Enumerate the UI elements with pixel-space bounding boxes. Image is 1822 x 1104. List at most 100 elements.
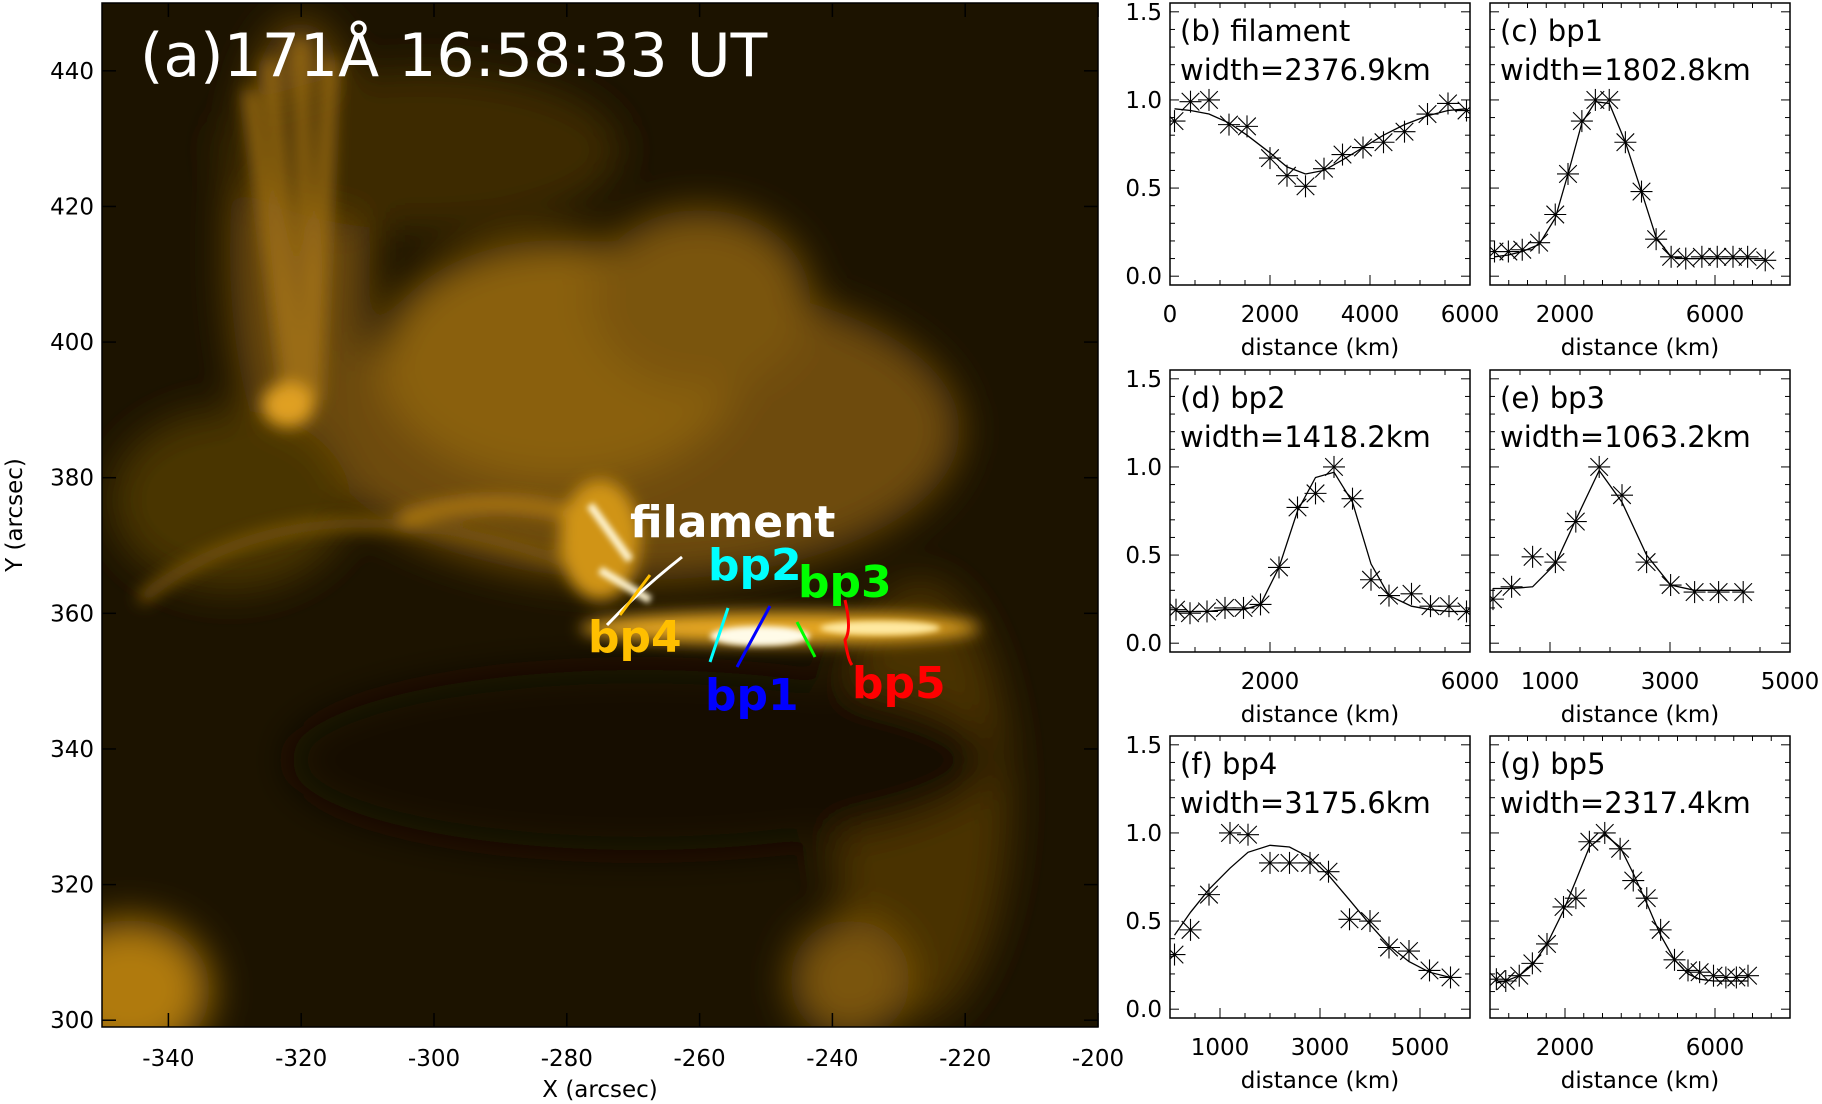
x-axis-label: distance (km) bbox=[1561, 1068, 1719, 1094]
y-tick-label: 0.0 bbox=[1125, 631, 1162, 657]
observed-point bbox=[1677, 959, 1699, 982]
y-tick-label: 0.5 bbox=[1125, 176, 1162, 202]
x-tick-label: 6000 bbox=[1686, 302, 1745, 328]
observed-point bbox=[1419, 595, 1442, 618]
observed-point bbox=[1557, 162, 1579, 185]
observed-point bbox=[1521, 952, 1544, 975]
plot-frame bbox=[1489, 369, 1791, 653]
observed-point bbox=[1378, 584, 1400, 607]
observed-point bbox=[1588, 455, 1611, 478]
observed-point bbox=[1196, 600, 1218, 623]
profile-panel-1: 0.0 0.5 1.0 1.5 0 2000 4000 6000 distance (km) (b… bbox=[1125, 0, 1499, 361]
y-tick-label: 300 bbox=[50, 1008, 94, 1034]
x-tick-label: -200 bbox=[1072, 1046, 1124, 1072]
y-tick-label: 0.5 bbox=[1125, 909, 1162, 935]
y-tick-label: 1.0 bbox=[1125, 821, 1162, 847]
observed-point bbox=[1702, 964, 1725, 987]
image-title: (a)171Å 16:58:33 UT bbox=[140, 20, 768, 91]
plot-frame bbox=[1489, 2, 1791, 286]
observed-point bbox=[1299, 851, 1321, 874]
observed-point bbox=[1544, 203, 1567, 226]
observed-point bbox=[1490, 588, 1504, 611]
y-tick-label: 1.5 bbox=[1125, 0, 1162, 26]
observed-point bbox=[1754, 249, 1777, 272]
observed-point bbox=[1663, 948, 1686, 971]
solar-image bbox=[102, 3, 1098, 1027]
observed-point bbox=[1552, 895, 1575, 918]
fit-curve bbox=[1493, 469, 1744, 591]
plot-frame bbox=[1169, 2, 1471, 286]
fit-curve bbox=[1176, 471, 1467, 613]
y-tick-label: 440 bbox=[50, 59, 94, 85]
observed-point bbox=[1455, 99, 1470, 122]
observed-point bbox=[1690, 245, 1713, 268]
observed-point bbox=[1438, 595, 1460, 618]
x-axis-label: distance (km) bbox=[1561, 702, 1719, 728]
x-tick-label: 2000 bbox=[1536, 1035, 1595, 1061]
panel-width-annotation: width=1418.2km bbox=[1180, 420, 1431, 454]
observed-point bbox=[1360, 568, 1382, 591]
observed-point bbox=[1232, 596, 1255, 619]
label-bp3: bp3 bbox=[798, 557, 892, 608]
observed-point bbox=[1323, 455, 1345, 478]
x-tick-label: 2000 bbox=[1536, 302, 1595, 328]
observed-point bbox=[1598, 88, 1621, 111]
observed-point bbox=[1294, 175, 1317, 198]
observed-point bbox=[1304, 482, 1327, 505]
panel-title: (d) bp2 bbox=[1180, 381, 1286, 415]
x-tick-label: 3000 bbox=[1291, 1035, 1350, 1061]
observed-point bbox=[1521, 545, 1544, 568]
y-tick-label: 320 bbox=[50, 873, 94, 899]
label-bp5: bp5 bbox=[852, 658, 946, 709]
observed-point bbox=[1528, 231, 1551, 254]
x-axis-label: distance (km) bbox=[1241, 335, 1399, 361]
observed-point bbox=[1536, 932, 1558, 955]
observed-point bbox=[1236, 115, 1258, 138]
observed-point bbox=[1218, 113, 1240, 136]
observed-point bbox=[1198, 883, 1220, 906]
observed-point bbox=[1660, 245, 1683, 268]
profile-panel-2: 2000 6000 distance (km) (c) bp1 width=1802.8… bbox=[1489, 2, 1791, 361]
observed-point bbox=[1570, 110, 1593, 133]
profile-panel-5: 0.0 0.5 1.0 1.5 1000 3000 5000 distance (km) (f)… bbox=[1125, 733, 1471, 1094]
observed-point bbox=[1179, 918, 1202, 941]
plot-area bbox=[1490, 455, 1755, 611]
bp5-cut-line bbox=[843, 599, 854, 666]
profile-panels: 0.0 0.5 1.0 1.5 0 2000 4000 6000 distance (km) (b… bbox=[1125, 0, 1819, 1094]
observed-point bbox=[1494, 969, 1517, 992]
y-tick-label: 0.5 bbox=[1125, 543, 1162, 569]
observed-point bbox=[1737, 964, 1759, 987]
observed-point bbox=[1688, 961, 1711, 984]
observed-point bbox=[1398, 940, 1420, 963]
image-axis-ticks: -340 -320 -300 -280 -260 -240 -220 -200 300 320 34… bbox=[50, 3, 1124, 1072]
bp2-cut-line bbox=[708, 607, 730, 663]
observed-point bbox=[1352, 136, 1374, 159]
observed-point bbox=[1437, 92, 1459, 115]
observed-point bbox=[1544, 551, 1567, 574]
bp1-cut-line bbox=[735, 605, 772, 668]
x-axis-label: X (arcsec) bbox=[542, 1077, 657, 1103]
observed-point bbox=[1286, 496, 1309, 519]
observed-point bbox=[1219, 821, 1241, 844]
observed-point bbox=[1249, 593, 1272, 616]
observed-point bbox=[1317, 860, 1340, 883]
observed-point bbox=[1416, 103, 1439, 126]
x-tick-label: 2000 bbox=[1241, 669, 1300, 695]
observed-point bbox=[1268, 556, 1290, 579]
y-axis-label: Y (arcsec) bbox=[2, 458, 28, 573]
profile-panel-4: 1000 3000 5000 distance (km) (e) bp3 width=10… bbox=[1489, 369, 1819, 728]
plot-area bbox=[1170, 821, 1462, 989]
observed-point bbox=[1214, 596, 1236, 619]
observed-point bbox=[1378, 936, 1400, 959]
plot-area bbox=[1490, 821, 1759, 992]
plot-frame bbox=[1169, 735, 1471, 1019]
observed-point bbox=[1611, 484, 1633, 507]
observed-point bbox=[1707, 581, 1730, 604]
observed-point bbox=[1593, 821, 1616, 844]
x-tick-label: 6000 bbox=[1441, 302, 1500, 328]
panel-width-annotation: width=1802.8km bbox=[1500, 53, 1751, 87]
observed-point bbox=[1645, 228, 1668, 251]
x-tick-label: -280 bbox=[541, 1046, 593, 1072]
x-tick-label: 3000 bbox=[1641, 669, 1700, 695]
